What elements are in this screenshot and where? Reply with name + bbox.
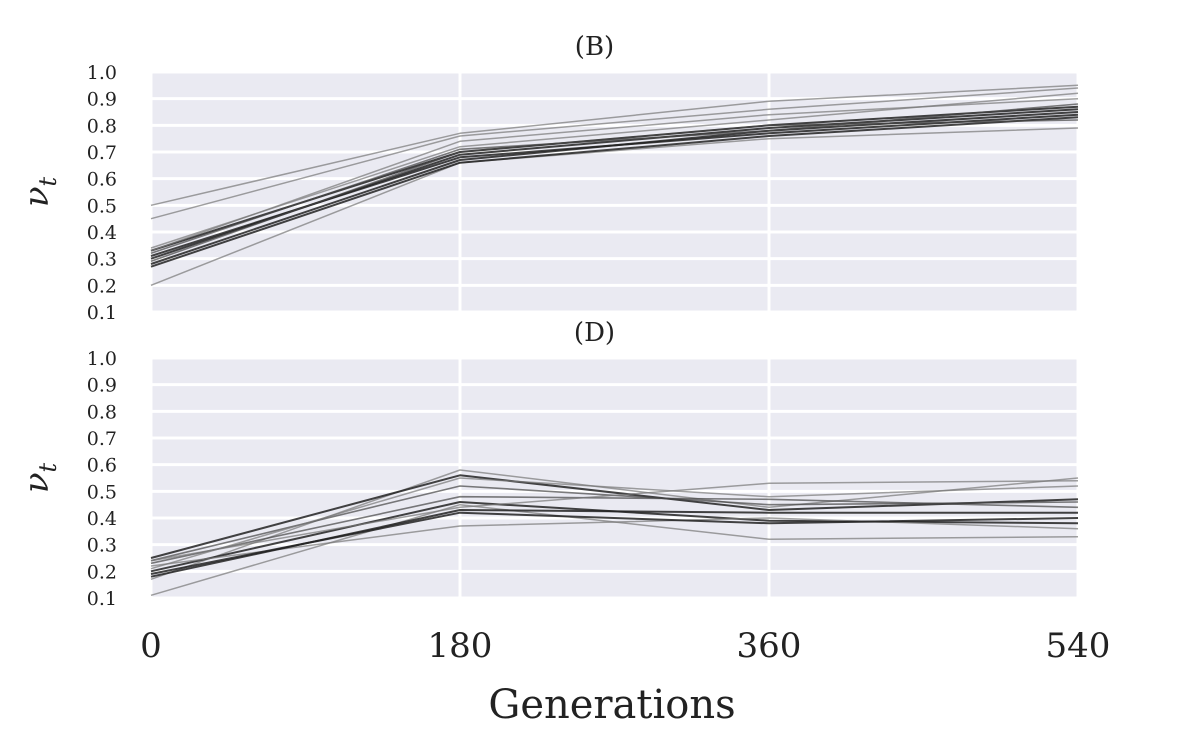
y-tick-label: 0.5 [87,481,117,503]
series-line [150,477,1079,570]
x-axis-label: Generations [488,682,735,728]
plot-area [151,358,1078,598]
series-line [150,84,1079,207]
x-tick-label: 180 [428,626,493,666]
y-tick-label: 1.0 [87,348,117,370]
panel-b: 0.1 0.2 0.3 0.4 0.5 0.6 0.7 0.8 0.9 1.0 (B) νt [17,32,1080,324]
y-tick-label: 0.7 [87,428,117,450]
y-axis-label: νt [17,462,62,493]
y-tick-label: 0.1 [87,588,117,610]
x-tick-label: 360 [737,626,802,666]
series-line [150,517,1079,567]
panel-d: 0.1 0.2 0.3 0.4 0.5 0.6 0.7 0.8 0.9 1.0 (D) νt [17,318,1080,610]
panels: 0.10.20.30.40.50.60.70.80.91.0(B)νt0.10.… [17,32,1080,610]
y-tick-label: 0.8 [87,115,117,137]
y-tick-label: 0.6 [87,455,117,477]
y-tick-label: 0.6 [87,169,117,191]
series-line [150,495,1079,565]
series-line [150,87,1079,220]
series-line [150,116,1079,268]
y-tick-label: 0.9 [87,375,117,397]
series-line [150,479,1079,562]
y-tick-label: 0.2 [87,275,117,297]
y-tick-label: 1.0 [87,62,117,84]
y-tick-label: 0.9 [87,89,117,111]
plot-area [151,72,1078,312]
y-axis-label: νt [17,176,62,207]
y-tick-label: 0.1 [87,302,117,324]
series-line [150,119,1079,263]
panel-title: (D) [574,318,615,348]
panel-title: (B) [575,32,614,62]
series-line [150,469,1079,581]
y-tick-label: 0.4 [87,508,117,530]
x-axis: 0 180 360 540 [140,626,1110,666]
y-tick-label: 0.3 [87,535,117,557]
y-tick-label: 0.3 [87,249,117,271]
series-line [150,511,1079,575]
y-tick-label: 0.7 [87,142,117,164]
y-tick-label: 0.4 [87,222,117,244]
x-tick-label: 540 [1046,626,1111,666]
y-tick-label: 0.2 [87,561,117,583]
y-tick-label: 0.8 [87,401,117,423]
y-tick-label: 0.5 [87,195,117,217]
series-line [150,97,1079,252]
series-line [150,103,1079,255]
series-line [150,111,1079,265]
series-line [150,474,1079,559]
series-line [150,127,1079,286]
x-tick-label: 0 [140,626,162,666]
